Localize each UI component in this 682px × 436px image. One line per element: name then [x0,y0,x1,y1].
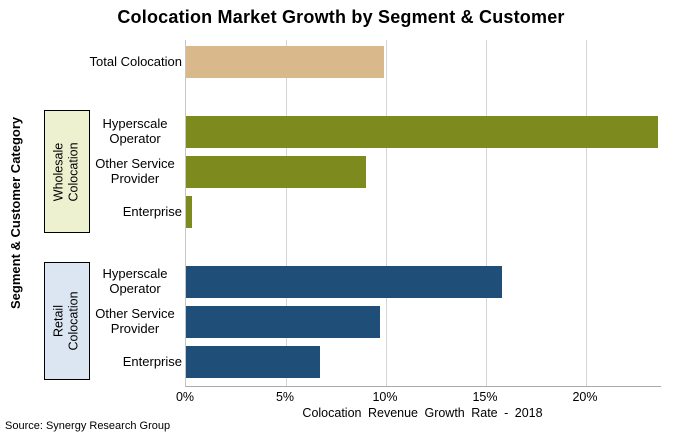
category-label-text: Other Service Provider [95,156,175,186]
category-label-text: Other Service Provider [95,306,175,336]
chart-title: Colocation Market Growth by Segment & Cu… [117,7,565,27]
group-box-label: Wholesale Colocation [52,141,81,202]
bar [186,46,384,78]
x-tick-label: 15% [472,390,498,404]
bar [186,156,366,188]
bar [186,346,320,378]
category-label-text: Total Colocation [89,53,183,69]
category-label-text: Enterprise [122,353,182,369]
y-axis-title: Segment & Customer Category [8,116,23,310]
category-label: Enterprise [86,196,182,228]
bar [186,196,192,228]
x-tick-label: 10% [372,390,398,404]
x-axis-title: Colocation Revenue Growth Rate - 2018 [302,406,543,420]
category-label: Other Service Provider [86,306,182,338]
category-label: Other Service Provider [86,156,182,188]
gridline [386,40,387,386]
x-tick-label: 0% [175,390,195,404]
category-label: Hyperscale Operator [86,266,182,298]
group-box: Wholesale Colocation [44,110,90,233]
category-label: Hyperscale Operator [86,116,182,148]
gridline [486,40,487,386]
source-note: Source: Synergy Research Group [5,420,171,432]
gridline [286,40,287,386]
group-box-label: Retail Colocation [52,291,81,351]
group-box: Retail Colocation [44,262,90,380]
x-axis-tick-layer: 0% 5% 10% 15% 20% [176,390,660,404]
x-tick-label: 20% [572,390,598,404]
x-tick-label: 5% [275,390,295,404]
gridline [586,40,587,386]
category-label: Total Colocation [86,46,183,78]
category-label-text: Hyperscale Operator [102,116,168,146]
bar [186,266,502,298]
category-label-text: Enterprise [122,203,182,219]
bar [186,116,658,148]
category-label-text: Hyperscale Operator [102,266,168,296]
bar [186,306,380,338]
category-label: Enterprise [86,346,182,378]
plot-area [185,40,661,387]
